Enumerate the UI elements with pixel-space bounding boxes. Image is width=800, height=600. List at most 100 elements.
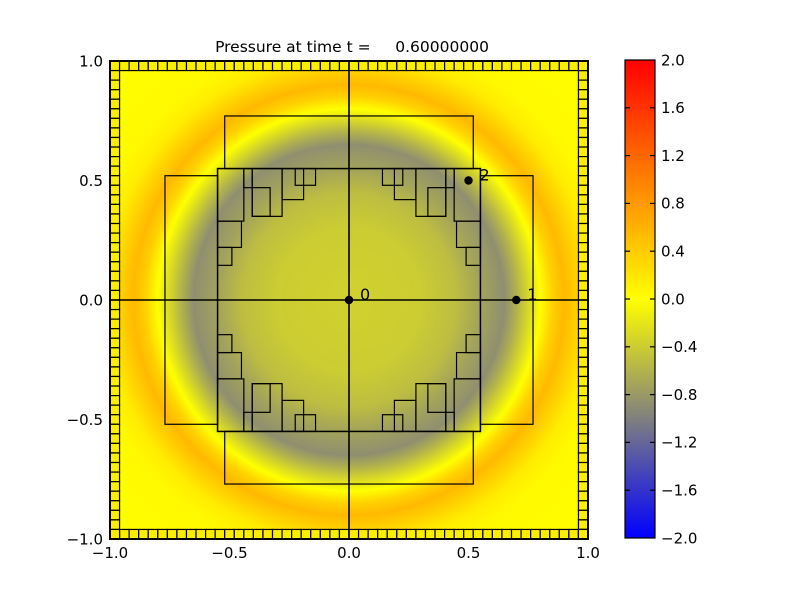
level3-patch-outline [465, 246, 482, 266]
grid-border-cell [501, 60, 513, 72]
grid-border-cell [243, 528, 254, 540]
grid-border-cell [577, 213, 589, 225]
grid-border-cell [453, 528, 465, 540]
grid-border-cell [109, 79, 121, 91]
grid-border-cell [549, 528, 560, 540]
grid-border-cell [109, 471, 121, 483]
level3-patch-outline [381, 414, 404, 433]
grid-border-cell [577, 136, 589, 148]
grid-border-cell [577, 528, 589, 540]
grid-border-cell [510, 528, 522, 540]
grid-border-cell [252, 60, 264, 72]
grid-border-cell [262, 528, 274, 540]
grid-border-cell [539, 528, 551, 540]
grid-border-cell [577, 280, 589, 292]
level3-patch-outline [216, 334, 233, 354]
colorbar-tick-label: 1.2 [661, 147, 685, 165]
grid-border-cell [109, 213, 121, 225]
colorbar-tick-label: −2.0 [661, 529, 697, 547]
tick-labels-layer: −1.0 −0.5 0.0 0.5 1.0 1.0 0.5 0.0 −0.5 −1.0 [67, 52, 600, 562]
grid-border-cell [205, 528, 216, 540]
grid-border-cell [577, 347, 589, 358]
grid-border-cell [577, 251, 589, 263]
grid-border-cell [147, 528, 159, 540]
grid-border-cell [109, 194, 121, 205]
gauge-dot [512, 295, 521, 305]
grid-border-cell [577, 232, 589, 244]
grid-border-cell [109, 156, 121, 167]
grid-border-cell [118, 528, 130, 540]
grid-border-cell [577, 442, 589, 454]
grid-border-cell [558, 528, 570, 540]
grid-border-cell [444, 60, 455, 72]
grid-border-cell [109, 242, 121, 253]
grid-border-cell [577, 156, 589, 167]
gauges-layer: 0 1 2 [344, 166, 537, 305]
level3-patch-outline [381, 167, 404, 186]
grid-border-cell [577, 242, 589, 253]
grid-border-cell [109, 490, 121, 502]
grid-border-cell [577, 509, 589, 521]
grid-border-cell [109, 452, 121, 464]
grid-border-cell [109, 98, 121, 110]
grid-border-cell [195, 528, 207, 540]
grid-border-cell [319, 528, 331, 540]
grid-border-cell [109, 433, 121, 444]
grid-border-cell [128, 528, 140, 540]
grid-border-cell [195, 60, 207, 72]
grid-border-cell [577, 481, 589, 492]
level3-patch-outline [465, 334, 482, 354]
grid-border-cell [577, 60, 589, 72]
grid-border-cell [109, 232, 121, 244]
grid-border-cell [109, 280, 121, 292]
colorbar-tick-label: −0.4 [661, 338, 697, 356]
grid-border-cell [577, 270, 589, 282]
grid-border-cell [577, 404, 589, 416]
grid-border-cell [109, 89, 121, 100]
grid-border-cell [109, 117, 121, 129]
grid-border-cell [520, 528, 532, 540]
grid-border-cell [482, 528, 493, 540]
grid-border-cell [577, 222, 589, 234]
grid-border-cell [109, 203, 121, 215]
plot-frame [109, 60, 589, 540]
grid-border-cell [482, 60, 493, 72]
grid-border-cell [348, 528, 360, 540]
grid-border-cell [300, 60, 312, 72]
grid-border-cell [109, 299, 121, 311]
grid-border-cell [577, 395, 589, 406]
grid-border-cell [252, 528, 264, 540]
grid-border-cell [386, 528, 398, 540]
grid-border-cell [577, 89, 589, 100]
grid-border-cell [577, 184, 589, 196]
grid-border-cell [224, 60, 235, 72]
grid-border-cell [109, 184, 121, 196]
grid-border-cell [138, 60, 149, 72]
grid-border-cell [109, 165, 121, 177]
grid-border-cell [291, 60, 302, 72]
grid-border-cell [577, 318, 589, 330]
grid-border-cell [338, 60, 350, 72]
grid-border-cell [109, 442, 121, 454]
grid-border-cell [577, 165, 589, 177]
level3-patch-outline [251, 187, 271, 217]
grid-border-cell [577, 366, 589, 378]
y-tick-label: 0.5 [79, 172, 103, 190]
grid-border-cell [568, 528, 580, 540]
grid-border-cell [386, 60, 398, 72]
grid-border-cell [329, 60, 341, 72]
grid-border-cell [262, 60, 274, 72]
grid-border-cell [434, 528, 446, 540]
grid-border-cell [214, 528, 226, 540]
grid-border-cell [109, 347, 121, 358]
grid-border-cell [109, 366, 121, 378]
y-tick-label: 1.0 [79, 52, 103, 70]
grid-border-cell [577, 414, 589, 425]
grid-border-cell [577, 127, 589, 139]
grid-border-cell [577, 108, 589, 119]
grid-border-cell [176, 528, 188, 540]
grid-border-cell [185, 60, 197, 72]
grid-border-cell [109, 461, 121, 473]
level3-patch-outline [294, 167, 317, 186]
grid-border-cell [405, 60, 417, 72]
